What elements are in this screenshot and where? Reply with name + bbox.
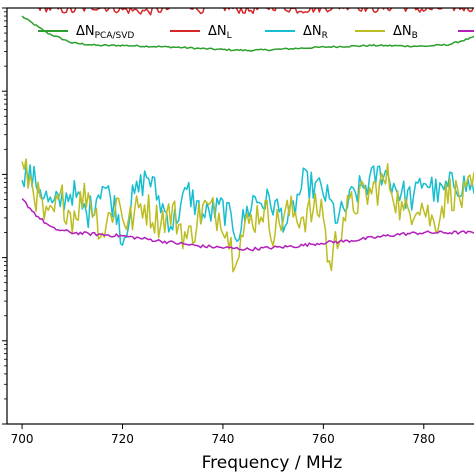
x-tick-label: 760 bbox=[312, 432, 335, 446]
series-line-b bbox=[21, 158, 474, 273]
series-line-l bbox=[38, 8, 474, 16]
series-line-pca-svd bbox=[21, 15, 474, 52]
legend: ΔNPCA/SVDΔNLΔNRΔNBΔN bbox=[38, 24, 474, 41]
series-line-unlabeled bbox=[21, 198, 474, 252]
x-tick-label: 700 bbox=[11, 432, 34, 446]
legend-label: ΔNB bbox=[393, 24, 418, 41]
x-tick-label: 720 bbox=[111, 432, 134, 446]
x-tick-label: 740 bbox=[211, 432, 234, 446]
legend-label: ΔNR bbox=[303, 24, 328, 41]
axes-frame bbox=[6, 7, 474, 425]
series-line-r bbox=[21, 164, 474, 246]
legend-label: ΔNPCA/SVD bbox=[76, 24, 134, 41]
x-tick-label: 780 bbox=[412, 432, 435, 446]
axes: 700 720 740 760 780 bbox=[2, 7, 474, 446]
plot-area bbox=[21, 8, 474, 273]
legend-label: ΔNL bbox=[208, 24, 232, 41]
x-axis-label: Frequency / MHz bbox=[202, 453, 343, 473]
